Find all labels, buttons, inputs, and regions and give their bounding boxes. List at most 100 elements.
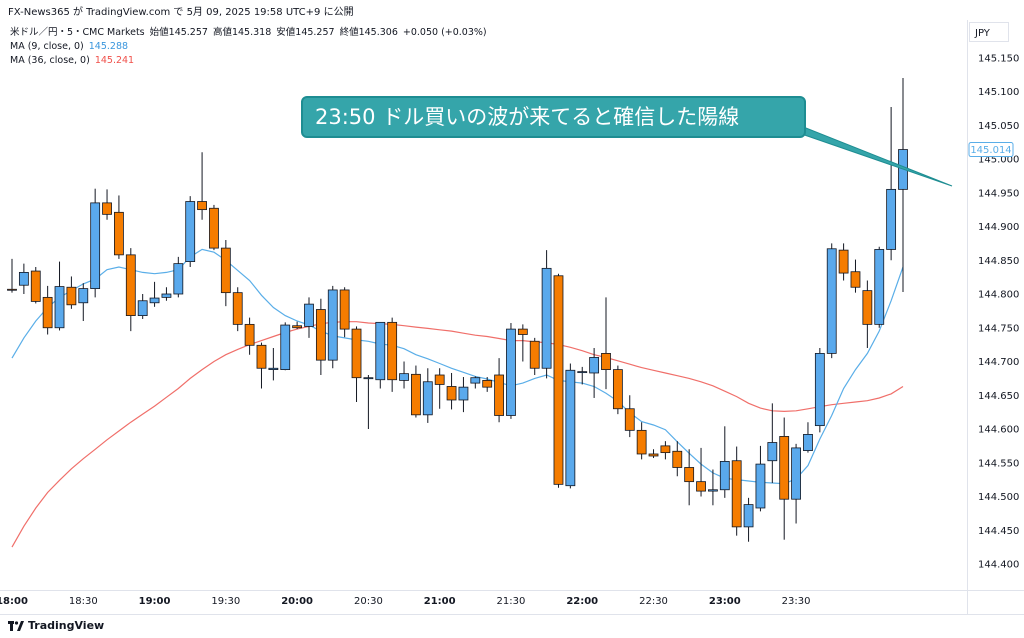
candle-up[interactable] — [589, 348, 600, 398]
x-tick-label: 19:00 — [139, 596, 171, 607]
candle-down[interactable] — [232, 287, 243, 332]
candle-down[interactable] — [612, 365, 623, 415]
candle-down[interactable] — [220, 240, 231, 307]
candle-up[interactable] — [719, 426, 730, 498]
candle-up[interactable] — [268, 348, 279, 381]
candle-down[interactable] — [292, 321, 303, 330]
candle-body — [826, 248, 837, 354]
candle-body — [197, 201, 207, 211]
candle-up[interactable] — [149, 281, 160, 307]
candle-up[interactable] — [18, 263, 29, 294]
candle-down[interactable] — [42, 285, 53, 335]
candle-up[interactable] — [814, 348, 825, 433]
candle-down[interactable] — [387, 317, 398, 392]
legend-ma36-row[interactable]: MA (36, close, 0) 145.241 — [10, 54, 487, 68]
candle-down[interactable] — [850, 259, 861, 293]
candle-down[interactable] — [482, 377, 493, 392]
legend-close: 終値145.306 — [340, 26, 398, 40]
candle-body — [244, 323, 255, 346]
candle-up[interactable] — [185, 196, 196, 267]
candle-down[interactable] — [30, 267, 41, 304]
candle-up[interactable] — [898, 78, 908, 292]
candle-up[interactable] — [280, 322, 291, 371]
candle-down[interactable] — [411, 365, 421, 418]
candle-down[interactable] — [731, 446, 742, 536]
candle-down[interactable] — [315, 298, 326, 375]
candle-up[interactable] — [327, 285, 338, 369]
legend-ma9-row[interactable]: MA (9, close, 0) 145.288 — [10, 40, 487, 54]
candle-up[interactable] — [161, 287, 172, 301]
candle-up[interactable] — [304, 297, 314, 338]
candle-body — [458, 386, 469, 401]
candle-down[interactable] — [125, 248, 136, 332]
candle-down[interactable] — [672, 441, 683, 477]
candle-body — [42, 296, 53, 329]
candle-up[interactable] — [803, 422, 813, 453]
candle-up[interactable] — [137, 294, 148, 319]
candle-up[interactable] — [54, 261, 65, 331]
legend-low-label: 安値 — [276, 27, 296, 38]
candle-up[interactable] — [826, 243, 837, 359]
candle-up[interactable] — [577, 366, 588, 385]
candle-up[interactable] — [767, 403, 778, 483]
candle-down[interactable] — [624, 395, 635, 438]
candle-body — [434, 374, 445, 385]
candle-down[interactable] — [553, 273, 564, 488]
candle-up[interactable] — [363, 375, 374, 429]
candle-down[interactable] — [114, 195, 124, 259]
candle-down[interactable] — [696, 447, 706, 497]
candle-body — [30, 270, 41, 302]
candle-up[interactable] — [743, 497, 754, 542]
candle-up[interactable] — [458, 377, 469, 413]
candle-down[interactable] — [862, 280, 873, 349]
candle-up[interactable] — [874, 246, 885, 328]
candle-down[interactable] — [66, 276, 77, 309]
candle-down[interactable] — [494, 358, 504, 423]
candle-down[interactable] — [446, 372, 457, 410]
candle-down[interactable] — [434, 368, 445, 409]
candle-up[interactable] — [422, 368, 433, 423]
candle-up[interactable] — [886, 107, 897, 261]
candle-up[interactable] — [470, 376, 481, 389]
candle-down[interactable] — [779, 417, 790, 540]
candle-down[interactable] — [244, 317, 255, 355]
y-tick-label: 144.450 — [978, 526, 1019, 537]
candle-up[interactable] — [399, 361, 409, 389]
candle-body — [209, 207, 219, 249]
y-tick-label: 145.150 — [978, 53, 1019, 64]
tradingview-brand: TradingView — [28, 619, 105, 632]
current-price-tag-box — [968, 142, 1014, 158]
candle-up[interactable] — [541, 250, 552, 379]
candle-down[interactable] — [339, 287, 350, 338]
candle-down[interactable] — [636, 422, 647, 460]
candle-down[interactable] — [7, 258, 17, 293]
candle-up[interactable] — [506, 323, 516, 419]
candle-up[interactable] — [565, 363, 576, 489]
legend-close-label: 終値 — [339, 27, 359, 38]
candle-down[interactable] — [102, 189, 112, 220]
candle-up[interactable] — [90, 188, 101, 298]
candle-down[interactable] — [209, 204, 219, 251]
currency-unit-box[interactable] — [969, 22, 1009, 42]
candle-down[interactable] — [351, 326, 362, 402]
candle-down[interactable] — [256, 342, 267, 389]
candle-down[interactable] — [648, 449, 659, 459]
candle-down[interactable] — [660, 441, 671, 460]
publish-info: FX-News365 が TradingView.com で 5月 09, 20… — [8, 7, 354, 18]
candle-down[interactable] — [529, 337, 540, 375]
candle-down[interactable] — [601, 297, 611, 390]
candle-down[interactable] — [684, 449, 695, 506]
candle-body — [137, 300, 148, 316]
candle-body — [612, 369, 623, 410]
candle-up[interactable] — [173, 256, 184, 298]
candle-up[interactable] — [755, 445, 766, 512]
candle-up[interactable] — [708, 469, 718, 506]
candle-up[interactable] — [78, 283, 89, 321]
candle-body — [565, 369, 576, 487]
candle-down[interactable] — [197, 152, 207, 220]
candle-down[interactable] — [838, 243, 849, 281]
candle-up[interactable] — [375, 321, 386, 389]
candle-up[interactable] — [791, 443, 801, 524]
candle-down[interactable] — [517, 324, 528, 362]
